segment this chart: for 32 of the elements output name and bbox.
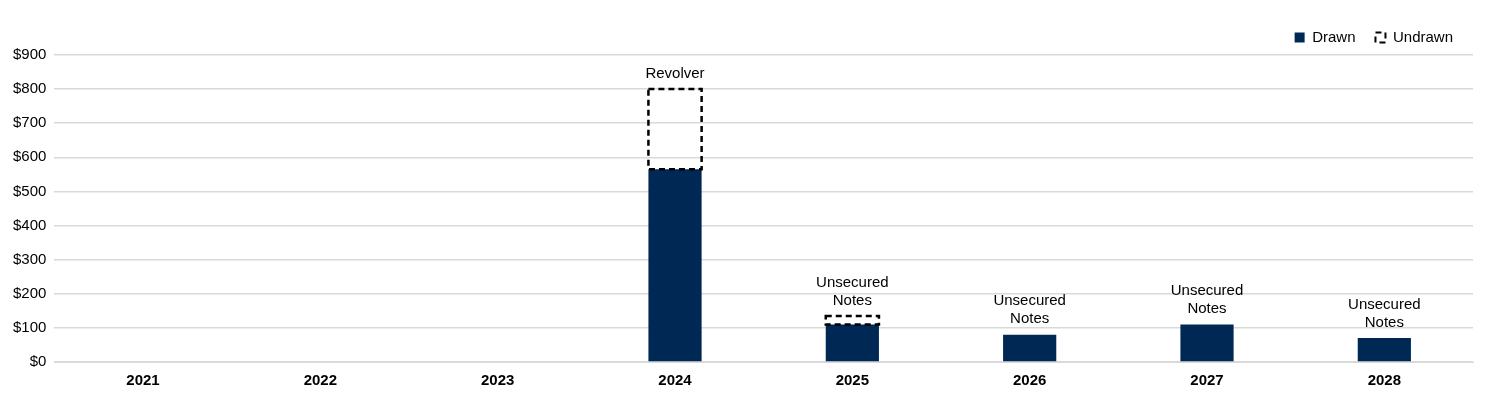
legend-label: Undrawn [1392, 27, 1453, 45]
bar [647, 87, 703, 171]
bar [648, 169, 702, 362]
y-tick-label: $200 [12, 283, 47, 301]
y-tick-label: $600 [12, 147, 47, 165]
annotation: Unsecured Notes [993, 291, 1066, 327]
y-tick-label: $100 [12, 318, 47, 336]
bar [1357, 338, 1411, 362]
x-tick-label: 2022 [303, 371, 338, 389]
bar [1180, 324, 1234, 362]
legend-label: Drawn [1312, 27, 1356, 45]
y-tick-label: $900 [12, 45, 47, 63]
x-tick-label: 2021 [126, 371, 160, 389]
y-tick-label: $500 [12, 181, 47, 199]
y-tick-label: $300 [12, 249, 47, 267]
x-tick-label: 2024 [658, 371, 693, 389]
y-tick-label: $800 [12, 79, 47, 97]
y-tick-label: $400 [12, 215, 47, 233]
annotation: Unsecured Notes [816, 272, 889, 308]
x-tick-label: 2025 [835, 371, 870, 389]
x-tick-label: 2027 [1190, 371, 1224, 389]
bar [1003, 334, 1057, 362]
x-tick-label: 2026 [1012, 371, 1047, 389]
annotation: Unsecured Notes [1170, 281, 1244, 317]
x-tick-label: 2023 [481, 371, 515, 389]
annotation: Revolver [645, 63, 705, 81]
x-tick-label: 2028 [1367, 371, 1402, 389]
y-tick-label: $700 [12, 113, 47, 131]
annotation: Unsecured Notes [1348, 294, 1421, 330]
y-tick-label: $0 [29, 352, 47, 370]
bar [824, 314, 881, 326]
bar [825, 324, 879, 362]
